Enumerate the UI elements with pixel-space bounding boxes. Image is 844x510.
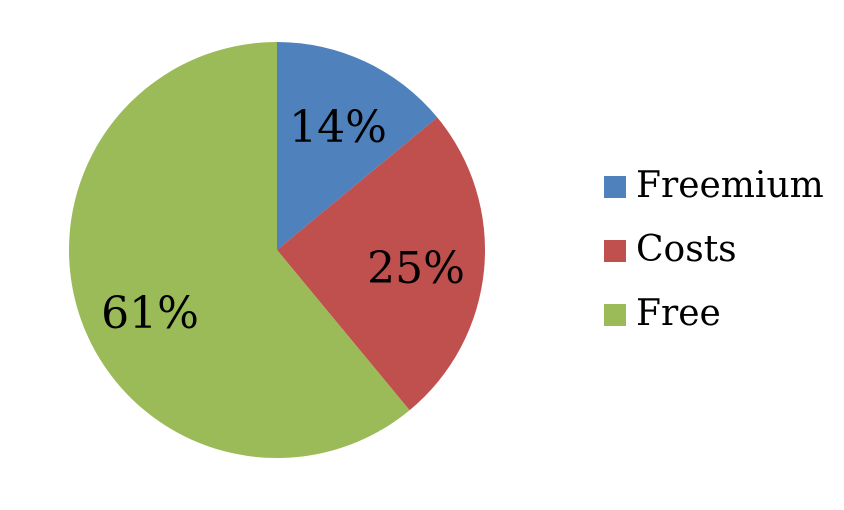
pie-slices — [68, 42, 486, 458]
legend-swatch-free — [604, 304, 626, 326]
pie-slice-freemium — [277, 42, 438, 250]
legend-label-freemium: Freemium — [636, 165, 824, 206]
pie-slice-labels: 14% 25% 61% — [101, 102, 465, 339]
pie-slice-costs — [277, 117, 486, 411]
slice-label-free: 61% — [101, 288, 199, 339]
legend-label-costs: Costs — [636, 229, 737, 270]
legend-swatch-freemium — [604, 176, 626, 198]
legend-swatch-costs — [604, 240, 626, 262]
pie-slice-free — [68, 42, 410, 458]
legend: Freemium Costs Free — [604, 165, 824, 334]
legend-label-free: Free — [636, 293, 721, 334]
slice-label-costs: 25% — [367, 243, 465, 294]
slice-label-freemium: 14% — [289, 102, 387, 153]
